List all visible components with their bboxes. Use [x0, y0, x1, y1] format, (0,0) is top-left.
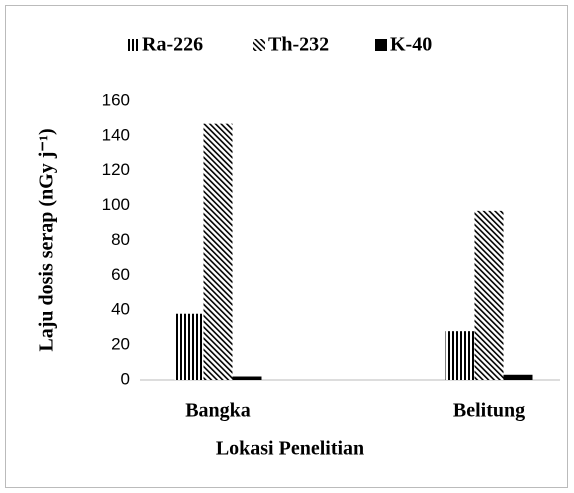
bar — [445, 331, 475, 380]
bar — [174, 313, 204, 380]
y-tick-label: 160 — [102, 90, 130, 109]
chart-border — [5, 5, 568, 488]
y-tick-label: 20 — [111, 335, 130, 354]
y-axis-title: Laju dosis serap (nGy j⁻¹) — [36, 128, 58, 351]
y-tick-label: 0 — [121, 369, 130, 388]
bar — [232, 376, 262, 380]
y-tick-label: 60 — [111, 265, 130, 284]
legend-label: Ra-226 — [142, 34, 203, 56]
legend-label: K-40 — [390, 34, 432, 56]
y-tick-label: 140 — [102, 125, 130, 144]
bar — [503, 374, 533, 380]
bar — [474, 210, 504, 380]
y-tick-label: 120 — [102, 160, 130, 179]
legend-swatch — [375, 39, 387, 51]
legend-label: Th-232 — [268, 34, 329, 56]
bar — [203, 123, 233, 380]
y-tick-label: 100 — [102, 195, 130, 214]
x-tick-label: Belitung — [453, 400, 525, 422]
x-axis-title: Lokasi Penelitian — [216, 438, 364, 460]
x-tick-label: Bangka — [185, 400, 251, 422]
y-tick-label: 40 — [111, 300, 130, 319]
legend-swatch — [127, 39, 139, 51]
y-tick-label: 80 — [111, 230, 130, 249]
legend-swatch — [253, 39, 265, 51]
